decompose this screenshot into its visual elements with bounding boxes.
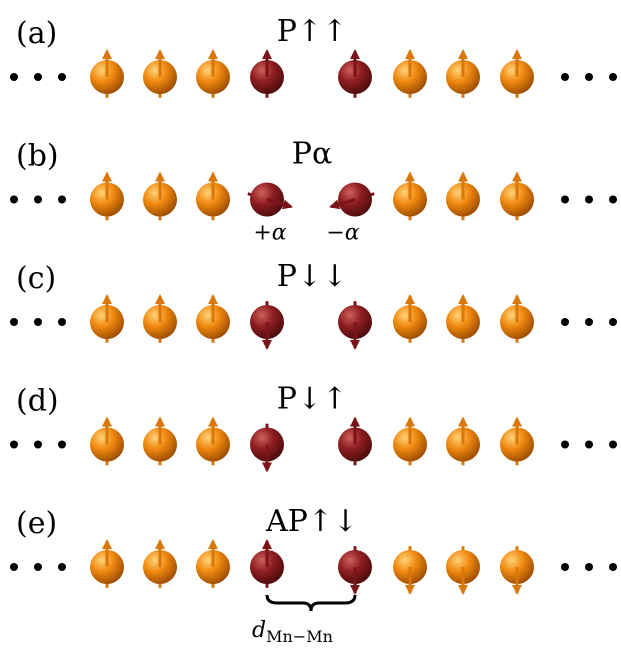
ellipsis-dot xyxy=(58,318,66,326)
ellipsis-dot xyxy=(10,318,18,326)
ellipsis-dot xyxy=(561,196,569,204)
ellipsis-dot xyxy=(34,441,42,449)
moment-head xyxy=(405,585,415,595)
moment-head xyxy=(512,49,522,59)
moment-head xyxy=(262,463,272,473)
moment-head xyxy=(155,539,165,549)
distance-subscript: Mn−Mn xyxy=(266,627,333,646)
moment-head xyxy=(208,49,218,59)
ellipsis-dot xyxy=(585,73,593,81)
ellipsis-dot xyxy=(34,73,42,81)
ellipsis-dot xyxy=(609,73,617,81)
panel: (d) P↓↑ xyxy=(10,382,617,473)
panel: (b) Pα +α −α xyxy=(10,137,617,246)
panel-label: (c) xyxy=(16,261,56,296)
moment-head xyxy=(208,539,218,549)
ellipsis-dot xyxy=(10,441,18,449)
moment-head xyxy=(102,172,112,182)
angle-label: −α xyxy=(326,221,359,246)
rows: (a) P↑↑ (b) Pα +α −α (c) P↓↓ (d) P↓↑ (e) AP↑↓ dMn−Mn xyxy=(10,14,617,646)
panel: (c) P↓↓ xyxy=(10,259,617,350)
moment-head xyxy=(155,417,165,427)
moment-head xyxy=(512,417,522,427)
moment-head xyxy=(350,417,360,427)
panel-label: (b) xyxy=(16,139,59,174)
moment-head xyxy=(155,172,165,182)
ellipsis-dot xyxy=(561,73,569,81)
ellipsis-dot xyxy=(34,563,42,571)
moment-head xyxy=(512,585,522,595)
moment-head xyxy=(208,417,218,427)
panel-title: P↓↓ xyxy=(277,259,347,294)
ellipsis-dot xyxy=(561,318,569,326)
distance-label: dMn−Mn xyxy=(252,618,333,646)
moment-head xyxy=(350,49,360,59)
moment-head xyxy=(458,585,468,595)
distance-symbol: d xyxy=(252,618,266,643)
ellipsis-dot xyxy=(34,318,42,326)
ellipsis-dot xyxy=(585,441,593,449)
ellipsis-dot xyxy=(609,196,617,204)
panel-label: (e) xyxy=(16,506,57,541)
ellipsis-dot xyxy=(609,441,617,449)
panel-title: P↑↑ xyxy=(277,14,347,49)
ellipsis-dot xyxy=(585,318,593,326)
panel-title: AP↑↓ xyxy=(265,504,358,539)
ellipsis-dot xyxy=(58,73,66,81)
ellipsis-dot xyxy=(609,563,617,571)
moment-head xyxy=(405,417,415,427)
ellipsis-dot xyxy=(58,441,66,449)
ellipsis-dot xyxy=(10,73,18,81)
ellipsis-dot xyxy=(585,196,593,204)
moment-head xyxy=(155,294,165,304)
moment-head xyxy=(102,539,112,549)
moment-head xyxy=(155,49,165,59)
panel-label: (a) xyxy=(16,16,57,51)
moment-head xyxy=(350,340,360,350)
moment-head xyxy=(458,49,468,59)
ellipsis-dot xyxy=(10,196,18,204)
moment-head xyxy=(208,294,218,304)
moment-head xyxy=(512,294,522,304)
ellipsis-dot xyxy=(561,563,569,571)
moment-head xyxy=(208,172,218,182)
ellipsis-dot xyxy=(10,563,18,571)
panel-title: P↓↑ xyxy=(277,382,347,417)
moment-head xyxy=(102,417,112,427)
panel-title: Pα xyxy=(292,137,332,172)
ellipsis-dot xyxy=(58,196,66,204)
ellipsis-dot xyxy=(609,318,617,326)
panel: (a) P↑↑ xyxy=(10,14,617,98)
moment-head xyxy=(350,585,360,595)
moment-head xyxy=(102,294,112,304)
ellipsis-dot xyxy=(585,563,593,571)
moment-head xyxy=(458,417,468,427)
moment-head xyxy=(512,172,522,182)
moment-head xyxy=(458,294,468,304)
diagram: (a) P↑↑ (b) Pα +α −α (c) P↓↓ (d) P↓↑ (e) AP↑↓ dMn−Mn xyxy=(0,0,621,654)
ellipsis-dot xyxy=(34,196,42,204)
moment-head xyxy=(262,340,272,350)
moment-head xyxy=(405,294,415,304)
moment-head xyxy=(262,49,272,59)
moment-head xyxy=(405,49,415,59)
moment-head xyxy=(458,172,468,182)
panel-label: (d) xyxy=(16,384,59,419)
angle-label: +α xyxy=(253,221,286,246)
panel: (e) AP↑↓ dMn−Mn xyxy=(10,504,617,646)
ellipsis-dot xyxy=(58,563,66,571)
distance-brace xyxy=(267,595,355,611)
moment-head xyxy=(102,49,112,59)
moment-head xyxy=(262,539,272,549)
moment-head xyxy=(405,172,415,182)
ellipsis-dot xyxy=(561,441,569,449)
